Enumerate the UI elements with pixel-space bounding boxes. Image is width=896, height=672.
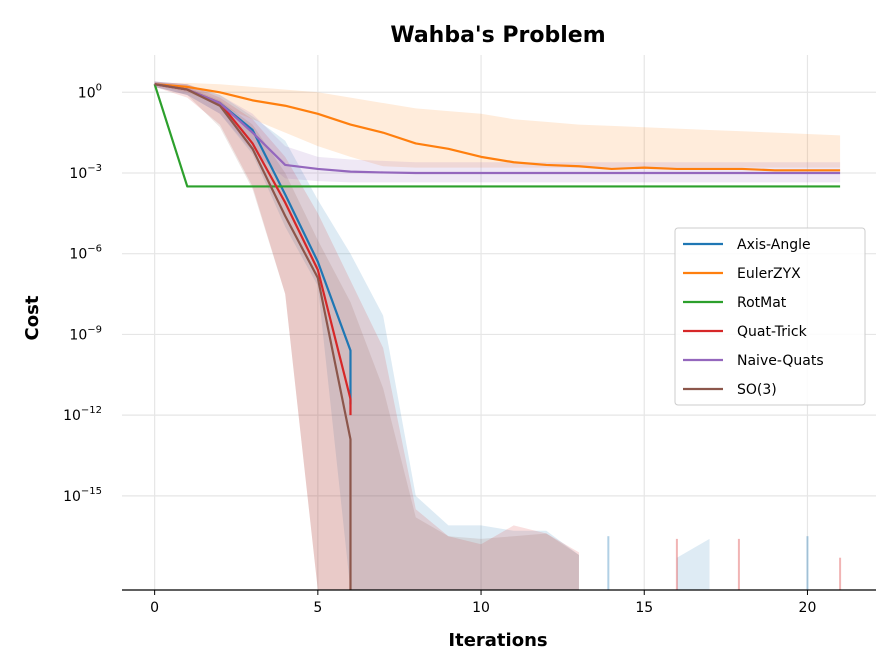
line-rotmat: [153, 83, 841, 188]
legend-label: EulerZYX: [737, 266, 801, 282]
line-eulerzyx: [154, 83, 841, 172]
x-tick-label: 15: [635, 600, 653, 616]
band-so-3-: [154, 81, 579, 591]
y-axis-label: Cost: [22, 295, 43, 340]
band-quat-trick: [154, 81, 579, 591]
legend-label: SO(3): [737, 382, 777, 398]
y-tick-label: 10−6: [69, 244, 102, 263]
chart-title: Wahba's Problem: [390, 23, 605, 48]
series-lines: [153, 83, 841, 590]
legend-label: Naive-Quats: [737, 353, 824, 369]
y-tick-label: 10−9: [69, 324, 102, 343]
x-tick-label: 0: [150, 600, 159, 616]
x-tick-label: 20: [799, 600, 817, 616]
legend-box: [674, 227, 866, 406]
y-tick-label: 10−15: [63, 486, 102, 505]
band-eulerzyx: [154, 82, 841, 168]
legend-label: Quat-Trick: [737, 324, 808, 340]
x-tick-label: 10: [472, 600, 490, 616]
line-so-3-: [154, 83, 352, 590]
band-tail: [676, 538, 710, 590]
legend-label: RotMat: [737, 295, 787, 311]
line-naive-quats: [154, 83, 841, 175]
y-tick-label: 10−3: [69, 163, 102, 182]
y-tick-label: 10−12: [63, 405, 102, 424]
axes: 0 5 10 15 20 100 10−3 10−6 10−9 10−12 10−15: [63, 82, 876, 616]
y-tick-label: 100: [78, 82, 102, 101]
x-tick-label: 5: [313, 600, 322, 616]
legend-label: Axis-Angle: [737, 237, 811, 253]
x-axis-label: Iterations: [448, 630, 547, 651]
band-axis-angle: [154, 81, 579, 591]
legend: Axis-Angle EulerZYX RotMat Quat-Trick Naive-…: [674, 227, 866, 406]
